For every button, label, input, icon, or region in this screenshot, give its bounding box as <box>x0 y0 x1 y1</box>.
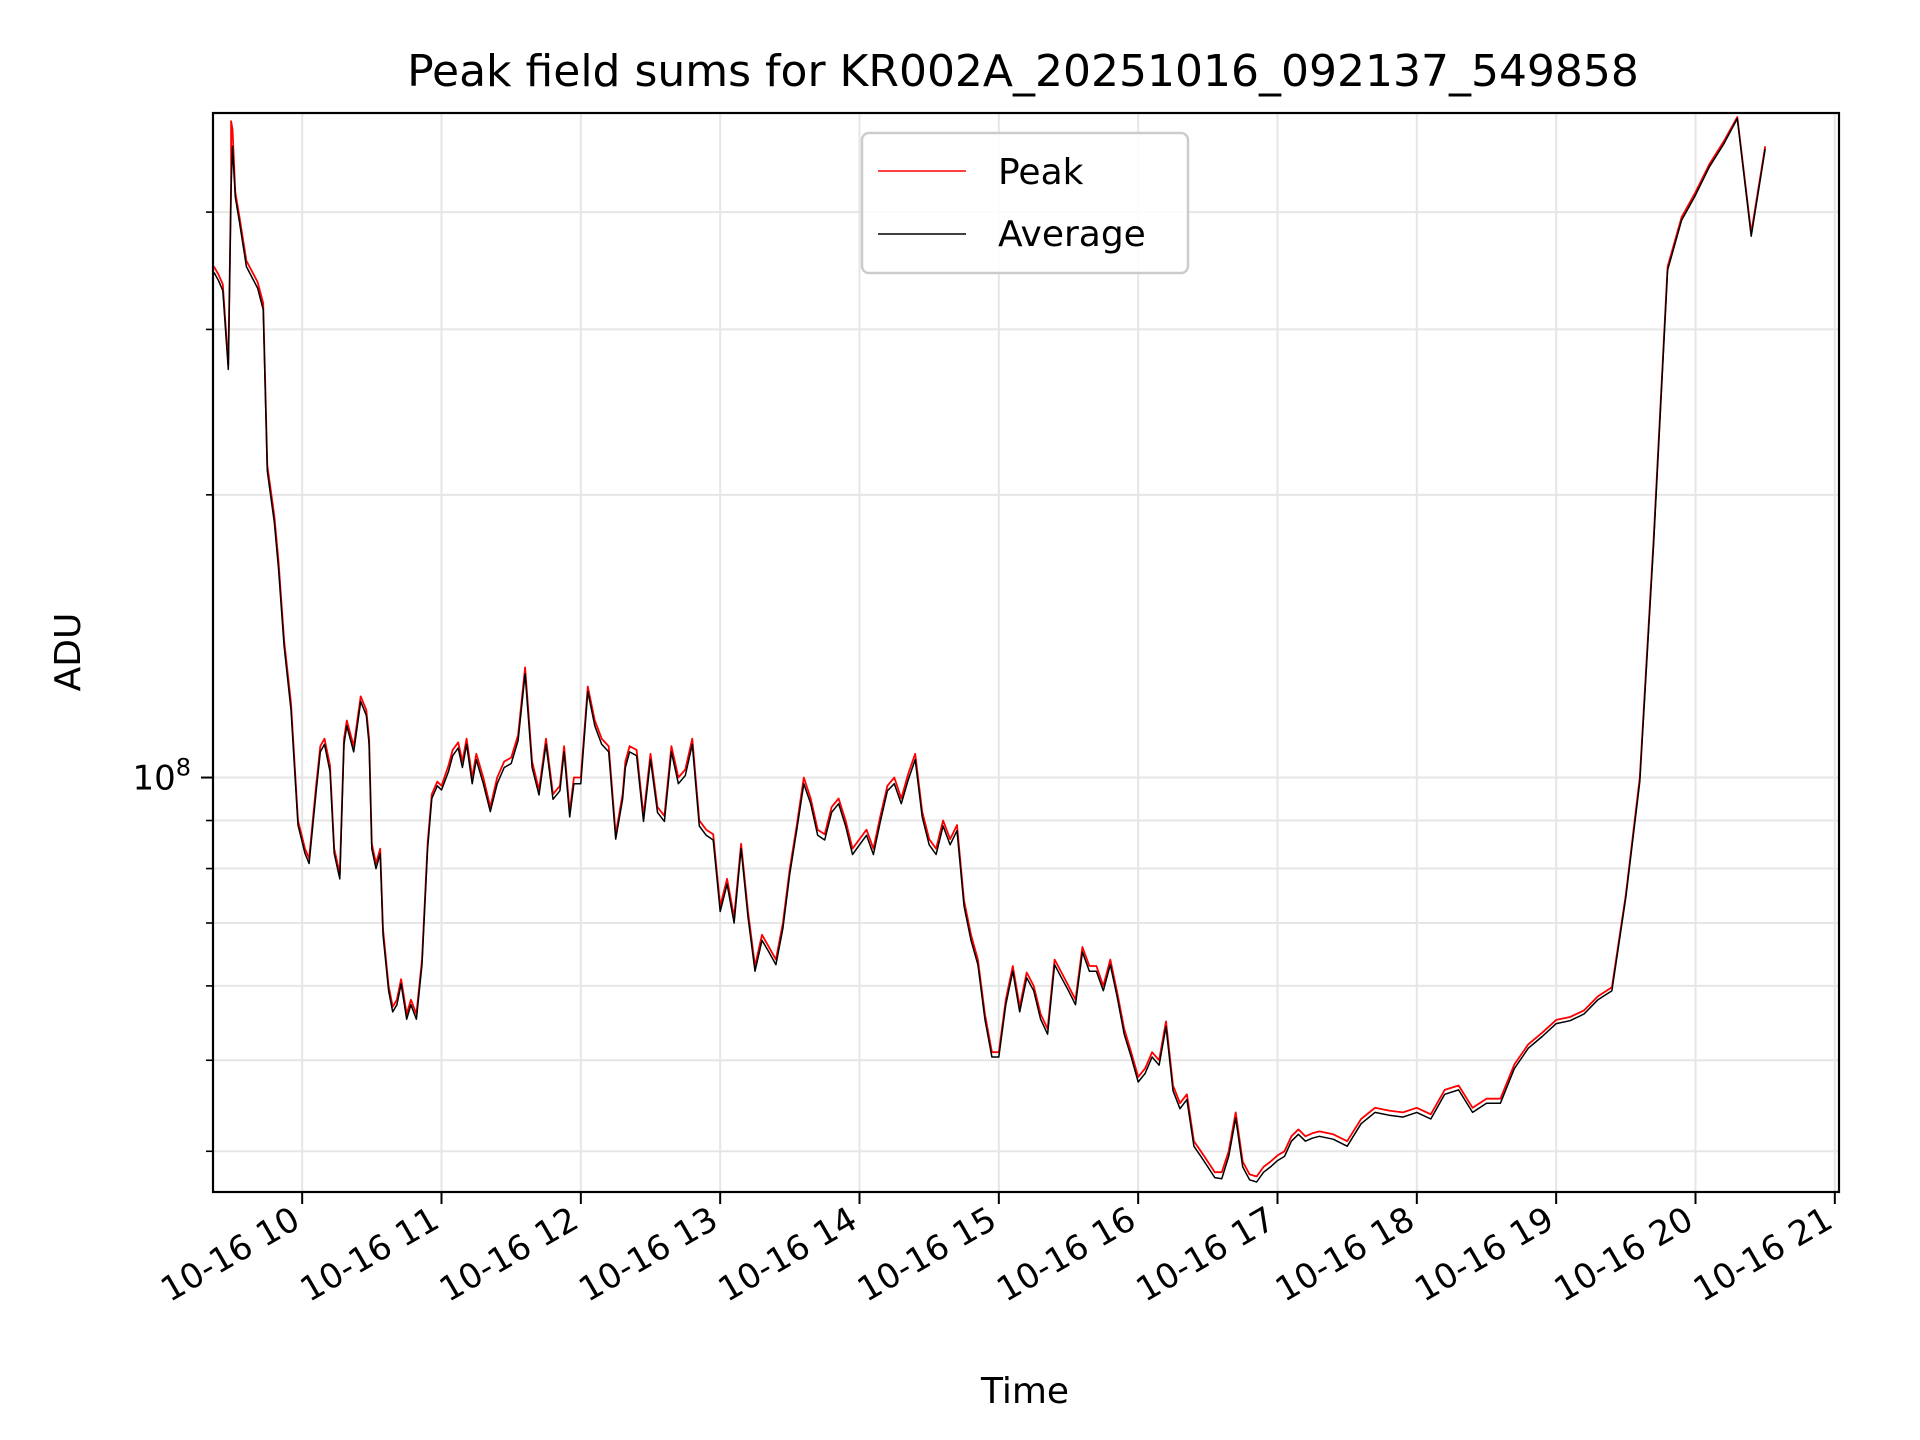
x-axis-label: Time <box>980 1371 1069 1412</box>
plot-frame <box>211 111 1841 1194</box>
y-tick-label: 108 <box>132 754 191 799</box>
legend: Peak Average <box>860 131 1190 275</box>
y-axis-label: ADU <box>48 613 89 692</box>
y-axis: 108 <box>132 211 213 1153</box>
chart-title: Peak field sums for KR002A_20251016_0921… <box>407 46 1639 97</box>
legend-box <box>860 131 1190 275</box>
legend-average-label: Average <box>998 214 1146 255</box>
legend-peak-label: Peak <box>998 152 1084 193</box>
series-group <box>213 116 1767 1183</box>
series-line-average <box>213 117 1766 1183</box>
grid <box>213 113 1839 1192</box>
